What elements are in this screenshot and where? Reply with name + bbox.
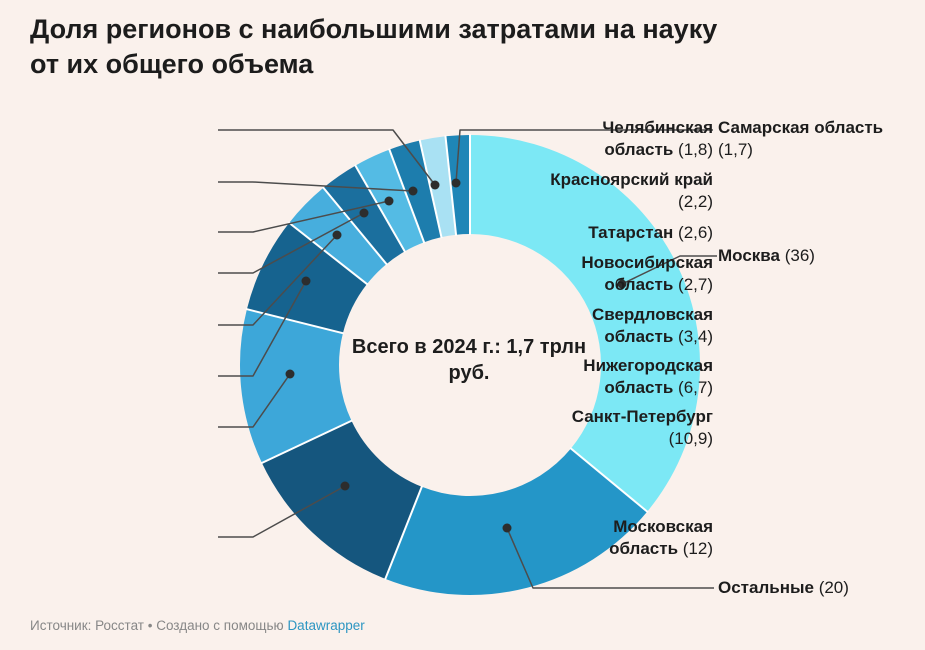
segment-label: Остальные: [718, 578, 814, 597]
leader-dot: [617, 279, 627, 289]
segment-callout: Свердловская область (3,4): [578, 304, 713, 347]
segment-callout: Красноярский край (2,2): [528, 169, 713, 212]
segment-label: Нижегородская область: [583, 356, 713, 397]
segment-label: Москва: [718, 246, 780, 265]
donut-segment-4: [239, 309, 352, 463]
leader-dot: [384, 196, 394, 206]
leader-line: [455, 129, 713, 184]
leader-line: [218, 129, 436, 186]
segment-value: (2,6): [678, 223, 713, 242]
leader-dot: [408, 186, 418, 196]
segment-value: (3,4): [678, 326, 713, 346]
leader-dot: [502, 523, 512, 533]
segment-label: Свердловская область: [591, 305, 713, 346]
chart-title: Доля регионов с наибольшими затратами на…: [30, 12, 717, 82]
segment-callout: Новосибирская область (2,7): [558, 252, 713, 295]
segment-callout: Остальные (20): [718, 577, 888, 599]
leader-line: [218, 181, 414, 192]
leader-line: [218, 485, 346, 538]
segment-separator: [388, 148, 426, 244]
segment-callout: Нижегородская область (6,7): [558, 355, 713, 398]
segment-separator: [444, 135, 458, 236]
segment-label: Санкт-Петербург: [571, 407, 713, 426]
footer-source-text: Источник: Росстат • Создано с помощью: [30, 618, 288, 633]
segment-label: Самарская область: [718, 118, 884, 137]
chart-title-line-1: Доля регионов с наибольшими затратами на…: [30, 14, 718, 44]
leader-dot: [451, 178, 461, 188]
segment-value: (10,9): [668, 428, 713, 448]
donut-center-label: Всего в 2024 г.: 1,7 трлн руб.: [351, 336, 587, 384]
segment-value: (1,7): [718, 139, 753, 159]
chart-title-line-2: от их общего объема: [30, 49, 314, 79]
segment-label: Татарстан: [588, 223, 674, 242]
leader-dot: [359, 208, 369, 218]
leader-line: [218, 212, 365, 274]
segment-label: Московская область: [609, 517, 713, 558]
donut-segment-1: [470, 135, 700, 512]
segment-value: (2,7): [678, 274, 713, 294]
segment-value: (36): [784, 246, 815, 265]
donut-segment-2: [385, 448, 648, 595]
segment-callout: Челябинская область (1,8): [578, 117, 713, 160]
segment-separator: [354, 164, 407, 253]
segment-separator: [569, 447, 649, 514]
segment-label: Красноярский край: [550, 170, 713, 189]
donut-segment-3: [261, 420, 422, 579]
leader-line: [218, 373, 291, 428]
leader-line: [218, 280, 307, 377]
leader-dot: [340, 481, 350, 491]
segment-callout: Москва (36): [718, 245, 878, 267]
datawrapper-link[interactable]: Datawrapper: [287, 618, 365, 633]
segment-value: (20): [818, 578, 849, 597]
segment-separator: [418, 139, 443, 239]
segment-separator: [384, 485, 424, 581]
segment-separator: [245, 307, 345, 335]
segment-separator: [287, 221, 369, 286]
segment-label: Челябинская область: [602, 118, 713, 159]
leader-line: [218, 234, 338, 326]
segment-value: (2,2): [678, 191, 713, 211]
segment-separator: [260, 419, 353, 465]
leader-dot: [430, 180, 440, 190]
segment-callout: Самарская область (1,7): [718, 117, 908, 160]
leader-line: [621, 255, 717, 285]
segment-callout: Московская область (12): [583, 516, 713, 559]
segment-value: (12): [682, 538, 713, 558]
segment-callout: Санкт-Петербург (10,9): [548, 406, 713, 449]
segment-label: Новосибирская область: [581, 253, 713, 294]
segment-callout: Татарстан (2,6): [543, 222, 713, 244]
footer: Источник: Росстат • Создано с помощью Da…: [30, 617, 365, 635]
leader-line: [506, 527, 714, 589]
leader-line: [218, 200, 390, 233]
leader-dot: [332, 230, 342, 240]
segment-value: (6,7): [678, 377, 713, 397]
segment-value: (1,8): [678, 139, 713, 159]
leader-dot: [285, 369, 295, 379]
leader-dot: [301, 276, 311, 286]
segment-separator: [321, 186, 388, 266]
